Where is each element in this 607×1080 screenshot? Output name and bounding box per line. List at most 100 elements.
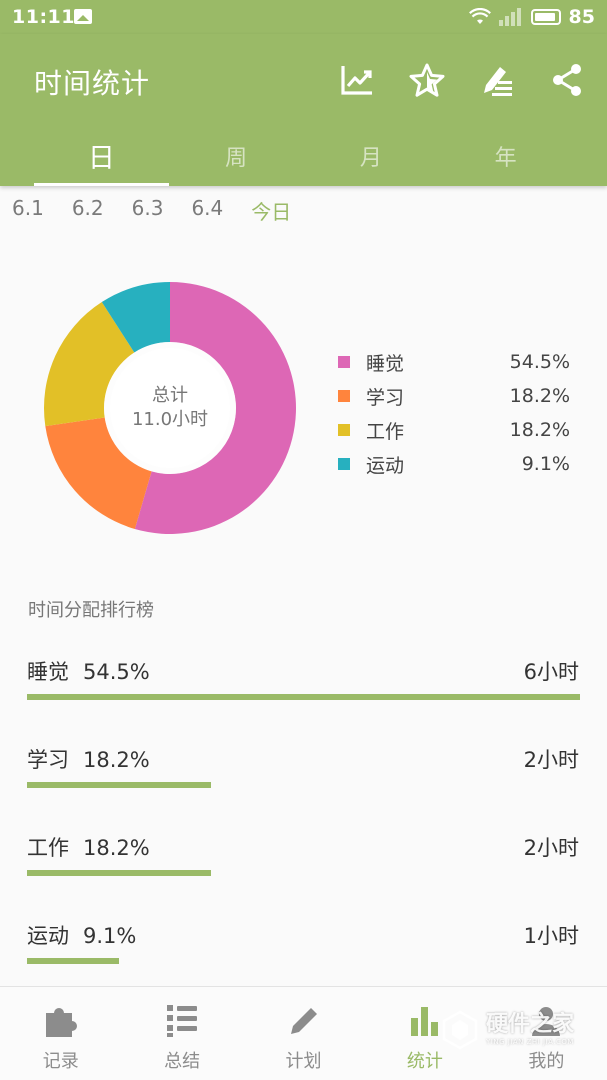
ranking-label: 运动 9.1% — [27, 920, 136, 950]
nav-plan[interactable]: 计划 — [243, 987, 364, 1080]
list-icon — [167, 1005, 198, 1037]
person-icon — [532, 1007, 561, 1036]
toolbar-actions — [337, 60, 587, 100]
favorite-button[interactable] — [407, 60, 447, 100]
ranking-name: 运动 — [27, 924, 69, 948]
ranking-title: 时间分配排行榜 — [28, 600, 154, 621]
ranking-label: 学习 18.2% — [27, 744, 150, 774]
donut-center — [110, 348, 230, 468]
donut-slice-2 — [45, 417, 152, 529]
chart-legend: 睡觉 54.5% 学习 18.2% 工作 18.2% 运动 9.1% — [338, 345, 570, 481]
ranking-bar — [27, 782, 211, 788]
ranking-percent: 18.2% — [83, 836, 150, 860]
donut-slices — [44, 282, 296, 534]
wifi-icon — [468, 8, 491, 24]
status-bar: 11:11 85 — [0, 0, 607, 34]
nav-summary[interactable]: 总结 — [121, 987, 242, 1080]
legend-value: 18.2% — [509, 419, 570, 441]
ranking-name: 学习 — [27, 748, 69, 772]
ranking-bar — [27, 870, 211, 876]
status-time: 11:11 — [12, 6, 75, 28]
puzzle-icon — [45, 1008, 77, 1037]
legend-value: 54.5% — [509, 351, 570, 373]
donut-slice-1 — [134, 282, 296, 534]
legend-swatch — [338, 356, 350, 368]
watermark: 硬件之家 YING JIAN ZHI JIA.COM — [440, 1005, 605, 1055]
tab-month[interactable]: 月 — [359, 146, 382, 171]
battery-level: 85 — [568, 6, 595, 28]
ranking-list: 睡觉 54.5% 6小时 学习 18.2% 2小时 工作 18.2% 2小时 运动 9.… — [0, 640, 607, 992]
date-item[interactable]: 6.4 — [191, 196, 224, 220]
donut-slice-3 — [44, 302, 135, 427]
ranking-bar — [27, 958, 119, 964]
legend-value: 9.1% — [521, 453, 570, 475]
share-button[interactable] — [547, 60, 587, 100]
date-item[interactable]: 6.1 — [12, 196, 44, 220]
ranking-percent: 18.2% — [83, 748, 150, 772]
ranking-label: 睡觉 54.5% — [27, 656, 150, 686]
date-item-today[interactable]: 今日 — [251, 200, 292, 224]
nav-label: 我的 — [528, 1051, 565, 1072]
legend-swatch — [338, 390, 350, 402]
legend-item: 学习 18.2% — [338, 379, 570, 413]
legend-label: 睡觉 — [366, 352, 405, 375]
share-icon — [553, 64, 581, 96]
legend-item: 运动 9.1% — [338, 447, 570, 481]
trend-chart-icon — [341, 66, 372, 95]
signal-icon — [498, 8, 521, 26]
donut-chart: 总计 11.0小时 — [44, 282, 296, 534]
legend-label: 学习 — [366, 386, 405, 409]
ranking-percent: 9.1% — [83, 924, 137, 948]
edit-list-icon — [484, 67, 512, 96]
donut-center-total: 11.0小时 — [132, 409, 208, 430]
ranking-item[interactable]: 运动 9.1% 1小时 — [0, 904, 607, 992]
bar-chart-icon — [410, 1007, 438, 1036]
nav-record[interactable]: 记录 — [0, 987, 121, 1080]
ranking-hours: 2小时 — [523, 748, 579, 772]
legend-item: 睡觉 54.5% — [338, 345, 570, 379]
tab-day[interactable]: 日 — [34, 134, 169, 186]
ranking-hours: 1小时 — [523, 924, 579, 948]
pencil-icon — [290, 1008, 317, 1034]
image-notification-icon — [74, 9, 92, 24]
date-item[interactable]: 6.2 — [71, 196, 104, 220]
edit-button[interactable] — [477, 60, 517, 100]
ranking-item[interactable]: 学习 18.2% 2小时 — [0, 728, 607, 816]
legend-label: 工作 — [366, 420, 405, 443]
legend-swatch — [338, 424, 350, 436]
legend-item: 工作 18.2% — [338, 413, 570, 447]
ranking-label: 工作 18.2% — [27, 832, 150, 862]
ranking-item[interactable]: 睡觉 54.5% 6小时 — [0, 640, 607, 728]
nav-label: 计划 — [285, 1051, 322, 1072]
tab-week[interactable]: 周 — [225, 146, 248, 171]
ranking-bar — [27, 694, 580, 700]
nav-label: 统计 — [406, 1051, 443, 1072]
donut-slice-4 — [101, 282, 170, 353]
status-right: 85 — [468, 6, 595, 28]
page-title: 时间统计 — [34, 67, 151, 100]
nav-label: 总结 — [164, 1051, 201, 1072]
donut-center-label: 总计 — [152, 385, 188, 406]
date-item[interactable]: 6.3 — [131, 196, 164, 220]
bottom-nav: 记录 总结 计划 — [0, 986, 607, 1080]
trend-chart-button[interactable] — [337, 60, 377, 100]
ranking-hours: 6小时 — [523, 660, 579, 684]
ranking-name: 睡觉 — [27, 660, 69, 684]
date-selector: 6.1 6.2 6.3 6.4 今日 — [0, 196, 607, 232]
ranking-hours: 2小时 — [523, 836, 579, 860]
legend-label: 运动 — [366, 454, 405, 477]
battery-icon — [530, 9, 561, 25]
tab-year[interactable]: 年 — [494, 146, 517, 171]
nav-profile[interactable]: 我的 — [486, 987, 607, 1080]
legend-swatch — [338, 458, 350, 470]
watermark-text: 硬件之家 — [486, 1012, 575, 1037]
period-tabs: 日 周 月 年 — [0, 134, 607, 186]
ranking-percent: 54.5% — [83, 660, 150, 684]
nav-statistics[interactable]: 统计 — [364, 987, 485, 1080]
watermark-subtext: YING JIAN ZHI JIA.COM — [486, 1038, 574, 1046]
nav-label: 记录 — [42, 1051, 79, 1072]
watermark-logo-icon — [442, 1010, 478, 1050]
ranking-item[interactable]: 工作 18.2% 2小时 — [0, 816, 607, 904]
ranking-name: 工作 — [27, 836, 69, 860]
